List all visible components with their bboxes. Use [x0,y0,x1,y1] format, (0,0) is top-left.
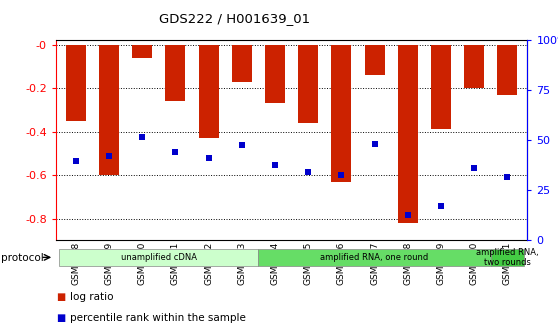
Text: ■: ■ [56,312,65,323]
Bar [199,45,219,138]
Bar [66,45,86,121]
Text: percentile rank within the sample: percentile rank within the sample [70,312,246,323]
Bar [331,45,352,181]
Bar [265,45,285,103]
Bar [59,249,258,266]
Bar [364,45,384,75]
Text: unamplified cDNA: unamplified cDNA [121,253,197,262]
Bar [258,249,491,266]
Bar [298,45,318,123]
Text: log ratio: log ratio [70,292,113,302]
Bar [398,45,418,223]
Text: amplified RNA, one round: amplified RNA, one round [320,253,429,262]
Bar [464,45,484,88]
Bar [497,45,517,95]
Text: ■: ■ [56,292,65,302]
Text: amplified RNA,
two rounds: amplified RNA, two rounds [476,248,538,267]
Bar [431,45,451,129]
Bar [165,45,185,101]
Text: protocol: protocol [1,253,44,263]
Text: GDS222 / H001639_01: GDS222 / H001639_01 [159,12,310,25]
Bar [491,249,524,266]
Bar [232,45,252,82]
Bar [132,45,152,58]
Bar [99,45,119,175]
